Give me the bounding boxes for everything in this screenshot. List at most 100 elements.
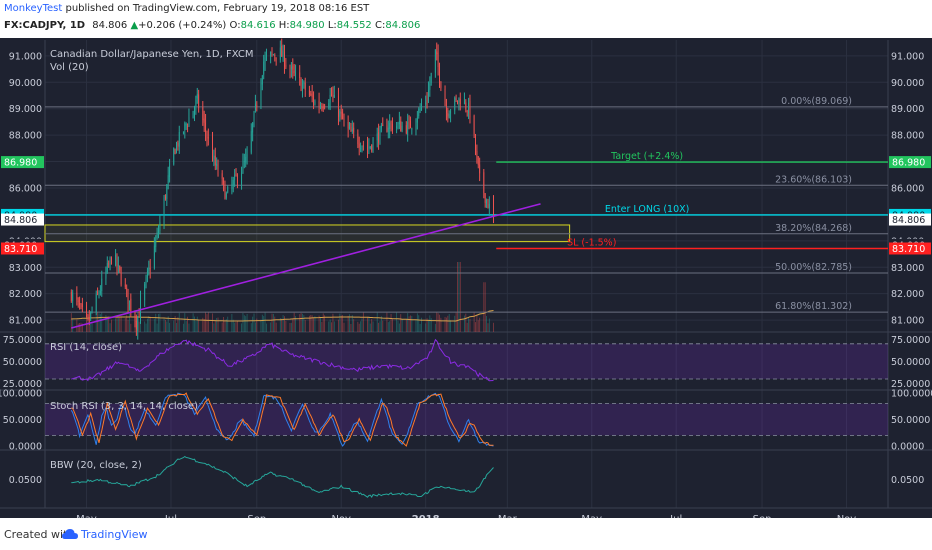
candle-body (483, 172, 485, 194)
candle-body (188, 117, 190, 127)
volume-bar (408, 316, 410, 332)
candle-body (357, 133, 359, 145)
candle-body (137, 316, 139, 332)
volume-bar (231, 313, 233, 332)
candle-body (310, 93, 312, 95)
candle-body (167, 175, 169, 184)
volume-bar (457, 262, 458, 332)
candle-body (333, 94, 335, 98)
candle-body (469, 100, 471, 117)
volume-bar (108, 316, 110, 332)
volume-bar (295, 316, 296, 332)
candle-body (101, 278, 103, 291)
y-tick-label-right: 89.000 (891, 104, 924, 115)
candle-body (206, 133, 208, 139)
candle-body (243, 161, 245, 163)
volume-bar (245, 316, 247, 332)
volume-bar (158, 313, 159, 332)
candle-body (477, 156, 479, 166)
candle-body (159, 222, 161, 232)
candle-body (271, 52, 273, 54)
stoch-d-line (71, 392, 494, 447)
rsi-tick-right: 50.0000 (891, 357, 930, 368)
tradingview-brand[interactable]: TradingView (81, 528, 148, 541)
candle-body (329, 94, 331, 103)
volume-bar (302, 313, 303, 332)
volume-bar (340, 315, 342, 332)
volume-bar (455, 312, 457, 332)
volume-bar (140, 323, 141, 332)
candle-body (111, 257, 112, 264)
author-link[interactable]: MonkeyTest (4, 3, 63, 14)
ohlc-close: 84.806 (385, 20, 421, 31)
volume-bar (290, 322, 292, 332)
rsi-band-fill (45, 343, 888, 379)
trendline-line[interactable] (71, 203, 541, 329)
volume-bar (263, 316, 265, 332)
volume-bar (379, 321, 381, 332)
candle-body (246, 154, 248, 158)
volume-bar (176, 323, 177, 332)
header: MonkeyTest published on TradingView.com,… (0, 0, 932, 38)
volume-bar (410, 315, 411, 332)
volume-label: Vol (20) (50, 62, 89, 73)
trendline[interactable] (71, 203, 541, 329)
rsi-line (71, 338, 494, 382)
volume-bar (274, 316, 276, 332)
x-tick-label: May (76, 514, 97, 518)
volume-bar (372, 321, 374, 332)
candle-body (313, 96, 314, 104)
x-tick-label: Sep (247, 514, 266, 518)
candle-body (361, 146, 363, 150)
published-text: published on TradingView.com, February 1… (65, 3, 370, 14)
footer: Created with TradingView (0, 518, 932, 550)
candle-body (127, 288, 129, 305)
candle-body (487, 199, 489, 209)
volume-bar (331, 322, 332, 332)
volume-bar (342, 315, 344, 332)
candle-body (97, 292, 99, 294)
candle-body (72, 292, 74, 301)
candle-body (134, 312, 136, 323)
volume-bar (129, 313, 130, 332)
volume-bar (458, 262, 460, 332)
candle-body (174, 149, 176, 155)
candle-body (321, 107, 323, 109)
candle-body (351, 129, 353, 132)
candle-body (242, 161, 244, 174)
candle-body (106, 262, 108, 272)
volume-bar (163, 318, 165, 332)
candle-body (320, 105, 321, 109)
candle-body (129, 300, 130, 303)
volume-bar (192, 313, 194, 332)
x-tick-label: Jul (164, 514, 177, 518)
volume-bar (167, 316, 169, 332)
candle-body (314, 101, 316, 105)
volume-bar (242, 312, 244, 332)
candle-body (465, 102, 467, 110)
stoch-tick-left: 50.0000 (3, 415, 42, 426)
candle-body (81, 303, 83, 307)
candle-body (418, 108, 420, 117)
candle-body (293, 70, 295, 74)
volume-bar (138, 321, 140, 332)
candle-body (254, 103, 256, 111)
price-tag-right: 86.980 (892, 158, 925, 169)
chart-canvas[interactable]: 0.00%(89.069) 23.60%(86.103) 38.20%(84.268… (0, 38, 932, 518)
y-tick-label-right: 82.000 (891, 289, 924, 300)
volume-bar (351, 315, 353, 332)
change-value: +0.206 (+0.24%) (138, 20, 227, 31)
volume-bar (368, 316, 370, 332)
candle-body (130, 298, 132, 312)
ohlc-open: 84.616 (240, 20, 276, 31)
candle-body (350, 127, 352, 132)
volume-bar (216, 317, 218, 332)
candle-body (405, 125, 407, 134)
volume-bar (447, 315, 449, 332)
volume-bar (232, 319, 234, 332)
volume-bar (217, 317, 219, 332)
volume-bar (338, 319, 339, 332)
candle-body (155, 239, 157, 248)
candle-body (140, 299, 141, 316)
volume-bar (284, 316, 285, 332)
